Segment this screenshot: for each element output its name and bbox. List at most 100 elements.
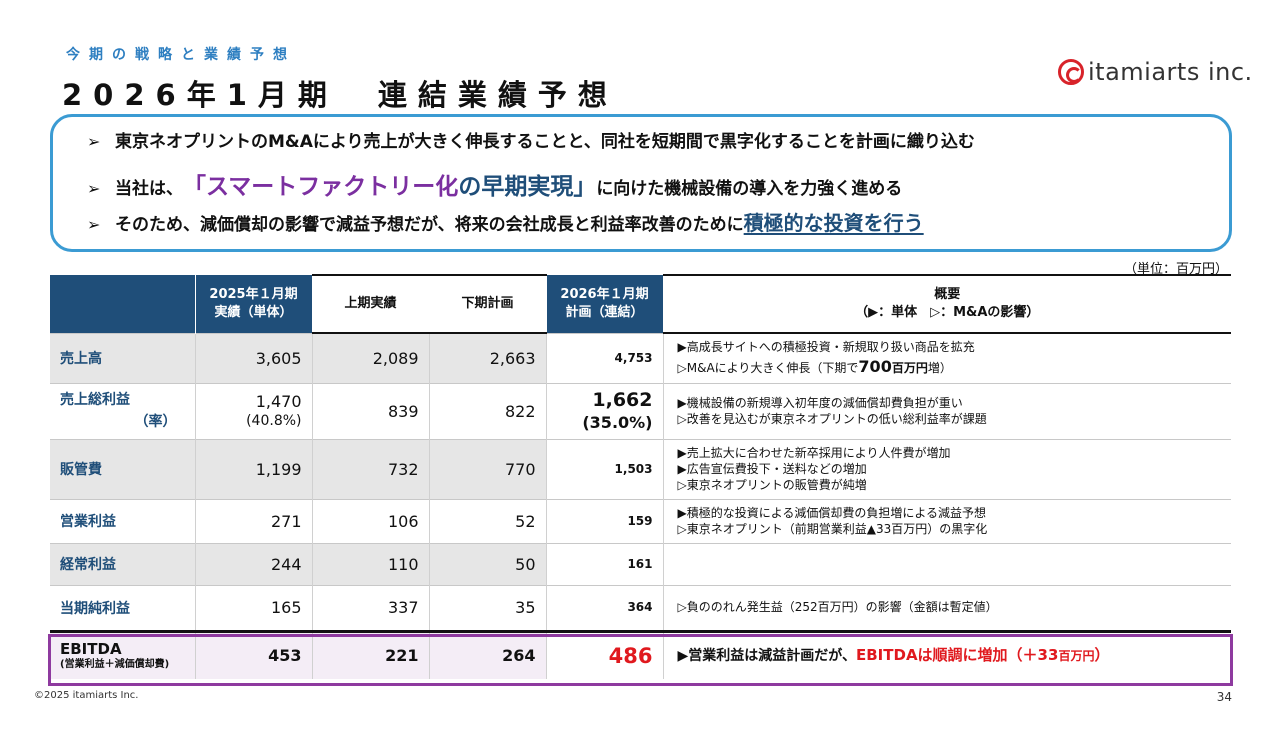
cell-plan: 486	[545, 629, 663, 679]
cell-prev: 1,199	[194, 438, 312, 499]
cell-h1: 221	[311, 629, 429, 679]
cell-plan-value: 1,662	[592, 389, 653, 412]
cell-h2: 822	[428, 382, 546, 439]
key-point-2-highlight-early: の早期実現」	[458, 174, 597, 200]
company-logo: itamiarts inc.	[1058, 58, 1253, 86]
cell-h1: 2,089	[311, 332, 429, 383]
summary-emphasis-unit: 百万円	[891, 360, 928, 375]
cell-prev-rate: (40.8%)	[246, 413, 302, 430]
cell-plan: 364	[545, 584, 663, 631]
key-point-2-highlight-smart-factory: 「スマートファクトリー化	[183, 174, 459, 200]
logo-text: itamiarts inc.	[1088, 58, 1253, 86]
cell-h2: 50	[428, 542, 546, 585]
page-title: 2026年1月期 連結業績予想	[62, 78, 618, 112]
cell-prev: 165	[194, 584, 312, 631]
key-point-2-prefix: 当社は、	[115, 179, 183, 199]
key-point-1: ➢ 東京ネオプリントのM&Aにより売上が大きく伸長することと、同社を短期間で黒字…	[87, 127, 1229, 167]
summary-line: ▶高成長サイトへの積極投資・新規取り扱い商品を拡充	[677, 340, 975, 355]
row-label: 売上高	[50, 332, 195, 383]
bullet-arrow-icon: ➢	[87, 132, 101, 151]
cell-summary: ▶営業利益は減益計画だが、EBITDAは順調に増加（＋33百万円）	[662, 629, 1231, 679]
cell-h2: 35	[428, 584, 546, 631]
key-point-2-suffix: に向けた機械設備の導入を力強く進める	[596, 179, 903, 199]
cell-summary: ▶機械設備の新規導入初年度の減価償却費負担が重い ▷改善を見込むが東京ネオプリン…	[662, 382, 1231, 439]
copyright: ©2025 itamiarts Inc.	[34, 690, 139, 701]
cell-prev: 1,470 (40.8%)	[194, 382, 312, 439]
cell-plan: 161	[545, 542, 663, 585]
table-row: 営業利益 271 106 52 159 ▶積極的な投資による減価償却費の負担増に…	[50, 498, 1231, 543]
cell-summary: ▶積極的な投資による減価償却費の負担増による減益予想 ▷東京ネオプリント（前期営…	[662, 498, 1231, 543]
row-label: 販管費	[50, 438, 195, 499]
cell-plan: 1,503	[545, 438, 663, 499]
cell-h1: 110	[311, 542, 429, 585]
cell-prev-value: 1,470	[255, 391, 302, 411]
summary-emphasis: EBITDAは順調に増加（＋33	[856, 646, 1059, 665]
table-header-row: 2025年１月期 実績（単体） 上期実績 下期計画 2026年１月期 計画（連結…	[50, 274, 1231, 334]
summary-line: ▷東京ネオプリントの販管費が純増	[677, 478, 867, 493]
key-points-callout: ➢ 東京ネオプリントのM&Aにより売上が大きく伸長することと、同社を短期間で黒字…	[50, 114, 1232, 252]
cell-summary: ▶売上拡大に合わせた新卒採用により人件費が増加 ▶広告宣伝費投下・送料などの増加…	[662, 438, 1231, 499]
table-row: 経常利益 244 110 50 161	[50, 542, 1231, 585]
bullet-arrow-icon: ➢	[87, 179, 101, 198]
row-label-rate: （率）	[134, 414, 177, 430]
bullet-arrow-icon: ➢	[87, 215, 101, 234]
row-label-main: 売上総利益	[60, 391, 130, 408]
summary-line: ▷東京ネオプリント（前期営業利益▲33百万円）の黒字化	[677, 522, 988, 536]
table-row: 売上高 3,605 2,089 2,663 4,753 ▶高成長サイトへの積極投…	[50, 332, 1232, 383]
cell-prev: 271	[194, 498, 312, 543]
cell-summary: ▷負ののれん発生益（252百万円）の影響（金額は暫定値）	[662, 584, 1231, 631]
cell-prev: 244	[194, 542, 312, 585]
summary-line: ▶売上拡大に合わせた新卒採用により人件費が増加	[677, 445, 951, 460]
row-label-main: EBITDA	[60, 640, 122, 659]
row-label: 経常利益	[50, 542, 195, 585]
row-label: 営業利益	[50, 498, 195, 543]
header-h1-actual: 上期実績	[311, 274, 429, 334]
logo-mark-icon	[1058, 59, 1084, 85]
page-number: 34	[1216, 690, 1232, 704]
cell-h2: 264	[428, 629, 546, 679]
summary-text: 増）	[927, 360, 952, 375]
cell-h2: 2,663	[428, 332, 546, 383]
summary-emphasis-close: ）	[1094, 646, 1110, 665]
cell-plan: 4,753	[545, 332, 663, 383]
cell-h2: 52	[428, 498, 546, 543]
unit-note: （単位：百万円）	[1123, 262, 1228, 277]
table-row: 当期純利益 165 337 35 364 ▷負ののれん発生益（252百万円）の影…	[50, 584, 1231, 631]
cell-summary	[662, 542, 1231, 585]
key-point-3-prefix: そのため、減価償却の影響で減益予想だが、将来の会社成長と利益率改善のために	[115, 215, 744, 235]
key-point-3-highlight: 積極的な投資を行う	[743, 211, 924, 235]
cell-h2: 770	[428, 438, 546, 499]
header-h2-plan: 下期計画	[428, 274, 546, 334]
row-label: 当期純利益	[50, 584, 195, 631]
summary-line: ▶広告宣伝費投下・送料などの増加	[677, 461, 867, 476]
cell-h1: 839	[311, 382, 429, 439]
summary-line: ▷負ののれん発生益（252百万円）の影響（金額は暫定値）	[677, 600, 998, 615]
cell-h1: 732	[311, 438, 429, 499]
table-row-ebitda: EBITDA (営業利益＋減価償却費) 453 221 264 486 ▶営業利…	[50, 629, 1231, 679]
cell-h1: 337	[311, 584, 429, 631]
cell-plan-rate: (35.0%)	[582, 412, 653, 432]
header-full-year-plan: 2026年１月期 計画（連結）	[545, 275, 663, 333]
row-label: 売上総利益 （率）	[50, 382, 195, 439]
cell-plan: 1,662 (35.0%)	[545, 382, 663, 439]
summary-text: ▷M&Aにより大きく伸長（下期で	[677, 360, 859, 375]
row-label: EBITDA (営業利益＋減価償却費)	[50, 629, 195, 679]
summary-emphasis-unit: 百万円	[1058, 649, 1095, 664]
summary-emphasis-value: 700	[858, 356, 892, 376]
table-row: 販管費 1,199 732 770 1,503 ▶売上拡大に合わせた新卒採用によ…	[50, 438, 1231, 499]
cell-plan: 159	[545, 498, 663, 543]
cell-prev: 453	[194, 629, 312, 679]
summary-line: ▷M&Aにより大きく伸長（下期で700百万円増）	[678, 356, 1232, 378]
earnings-forecast-table: 2025年１月期 実績（単体） 上期実績 下期計画 2026年１月期 計画（連結…	[50, 274, 1231, 679]
cell-prev: 3,605	[194, 332, 312, 383]
header-blank	[50, 275, 195, 333]
section-subtitle: 今期の戦略と業績予想	[66, 47, 296, 63]
cell-summary: ▶高成長サイトへの積極投資・新規取り扱い商品を拡充 ▷M&Aにより大きく伸長（下…	[662, 332, 1232, 383]
row-label-note: (営業利益＋減価償却費)	[60, 658, 170, 670]
summary-line: ▶積極的な投資による減価償却費の負担増による減益予想	[677, 505, 987, 520]
key-point-1-text: 東京ネオプリントのM&Aにより売上が大きく伸長することと、同社を短期間で黒字化す…	[115, 132, 975, 152]
key-point-2: ➢ 当社は、 「スマートファクトリー化 の早期実現」 に向けた機械設備の導入を力…	[87, 167, 1229, 207]
header-summary: 概要 （▶：単体 ▷：M&Aの影響）	[662, 274, 1231, 334]
table-row: 売上総利益 （率） 1,470 (40.8%) 839 822 1,662 (3…	[50, 382, 1231, 439]
summary-line: ▶機械設備の新規導入初年度の減価償却費負担が重い	[677, 395, 963, 410]
